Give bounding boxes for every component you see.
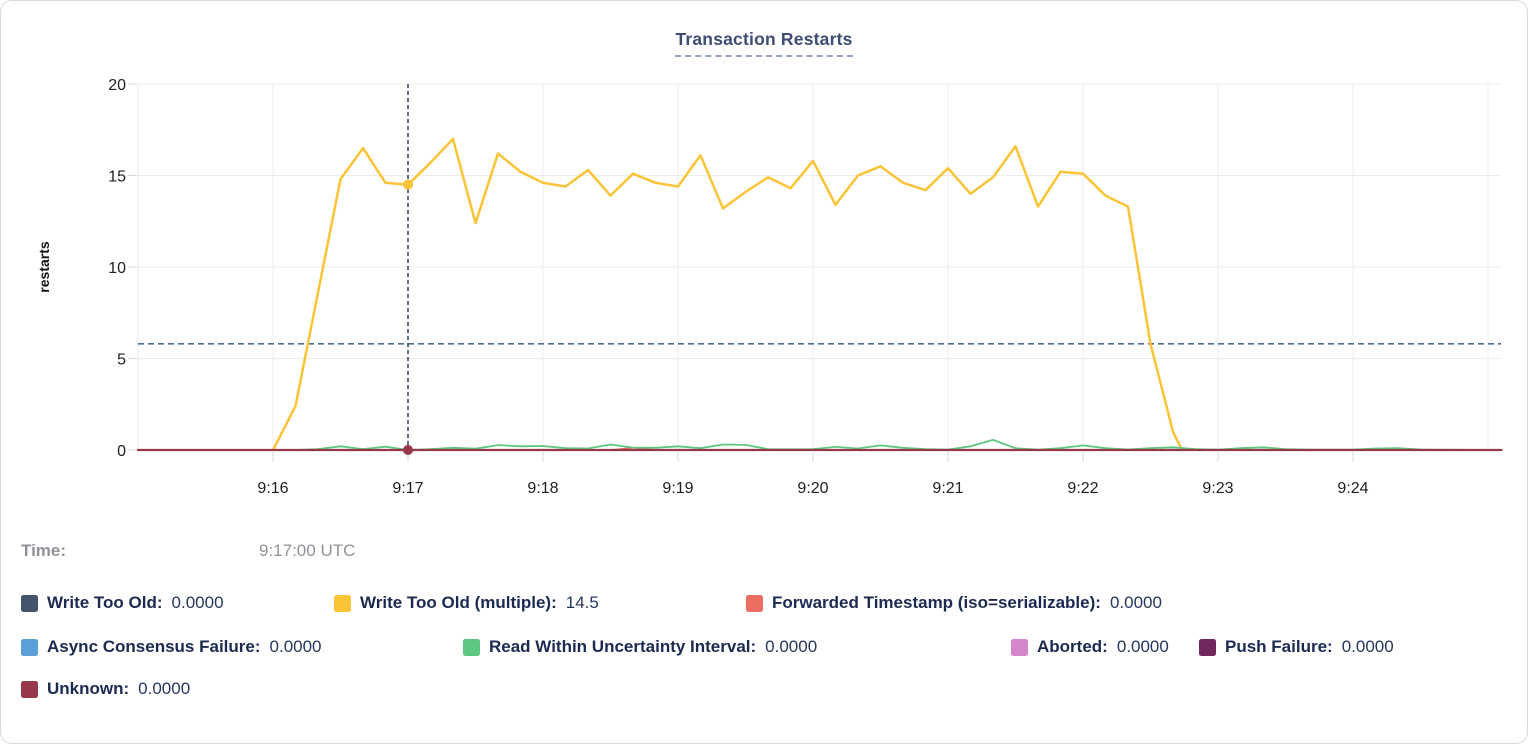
y-tick-label: 20 [108, 77, 126, 94]
legend-item: Write Too Old: 0.0000 [21, 593, 224, 613]
hover-dot [403, 445, 413, 455]
legend-swatch [1199, 638, 1216, 656]
legend-label: Write Too Old (multiple): [360, 593, 557, 612]
y-tick-label: 15 [108, 169, 126, 186]
legend-item: Aborted: 0.0000 [1011, 637, 1169, 657]
legend-label: Unknown: [47, 679, 130, 698]
legend-item: Read Within Uncertainty Interval: 0.0000 [463, 637, 817, 657]
y-tick-label: 10 [108, 260, 126, 277]
hover-dot [403, 179, 413, 190]
transaction-restarts-chart[interactable]: 0 5 10 15 20 9:16 9:17 9:18 9:19 9:20 9:21 9:22 9:23… [1, 1, 1528, 521]
x-tick-label: 9:18 [527, 480, 558, 497]
legend-value: 14.5 [565, 593, 599, 612]
x-tick-label: 9:22 [1067, 480, 1098, 497]
legend-label: Aborted: [1037, 637, 1108, 656]
x-tick-label: 9:20 [797, 480, 828, 497]
legend-label: Forwarded Timestamp (iso=serializable): [772, 593, 1101, 612]
legend-value: 0.0000 [1341, 637, 1394, 656]
x-tick-label: 9:19 [662, 480, 693, 497]
legend-value: 0.0000 [1116, 637, 1169, 656]
legend-swatch [21, 680, 38, 698]
legend-item: Unknown: 0.0000 [21, 679, 190, 699]
chart-title-wrap: Transaction Restarts [1, 29, 1527, 57]
chart-title[interactable]: Transaction Restarts [675, 29, 853, 57]
legend-item: Write Too Old (multiple): 14.5 [334, 593, 599, 613]
legend-swatch [21, 594, 38, 612]
legend-item: Push Failure: 0.0000 [1199, 637, 1394, 657]
hover-time-label: Time: [21, 541, 67, 560]
x-tick-label: 9:16 [257, 480, 288, 497]
legend-value: 0.0000 [269, 637, 322, 656]
x-tick-label: 9:24 [1337, 480, 1368, 497]
y-tick-label: 5 [117, 352, 126, 369]
legend-label: Read Within Uncertainty Interval: [489, 637, 757, 656]
hover-time-value: 9:17:00 UTC [259, 541, 356, 560]
x-tick-label: 9:23 [1202, 480, 1233, 497]
legend-swatch [746, 594, 763, 612]
legend-value: 0.0000 [171, 593, 224, 612]
y-axis-label: restarts [36, 241, 52, 293]
grid [128, 83, 1501, 462]
legend-swatch [1011, 638, 1028, 656]
x-tick-label: 9:21 [932, 480, 963, 497]
legend-swatch [21, 638, 38, 656]
x-tick-label: 9:17 [392, 480, 423, 497]
legend-value: 0.0000 [138, 679, 191, 698]
legend-item: Async Consensus Failure: 0.0000 [21, 637, 322, 657]
legend-swatch [334, 594, 351, 612]
legend-value: 0.0000 [1109, 593, 1162, 612]
legend-label: Async Consensus Failure: [47, 637, 261, 656]
legend-swatch [463, 638, 480, 656]
series-line-write-too-old-multiple [271, 137, 1184, 452]
legend-value: 0.0000 [765, 637, 818, 656]
series-line-read-within-uncertainty-interval [137, 438, 1503, 451]
legend-label: Write Too Old: [47, 593, 163, 612]
legend-item: Forwarded Timestamp (iso=serializable): 0… [746, 593, 1162, 613]
y-tick-label: 0 [117, 443, 126, 460]
legend-label: Push Failure: [1225, 637, 1333, 656]
